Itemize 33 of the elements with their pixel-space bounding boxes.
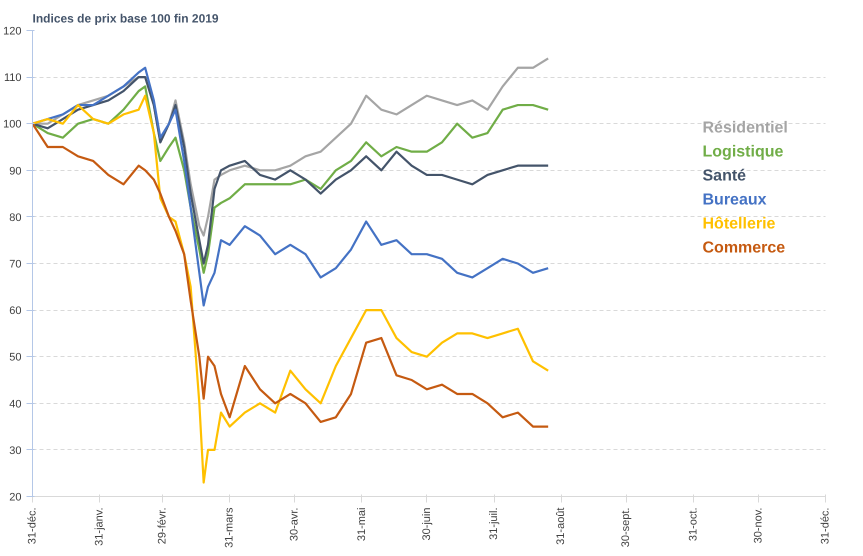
x-tick-label: 31-août (555, 507, 568, 545)
y-tick-label: 110 (4, 72, 22, 84)
y-tick-label: 60 (9, 305, 22, 318)
x-tick-label: 30-avr. (288, 507, 301, 542)
text: Hôtellerie (702, 216, 776, 232)
y-tick-label: 70 (9, 258, 22, 270)
x-tick-label: 31-juil. (488, 508, 500, 540)
y-tick-label: 20 (9, 492, 22, 504)
x-tick-label: 31-mars (224, 507, 236, 548)
y-tick-label: 30 (9, 444, 22, 457)
text: Bureaux (702, 192, 767, 208)
y-tick-label: 80 (9, 212, 22, 224)
chart-title: Indices de prix base 100 fin 2019 (32, 12, 219, 26)
text: Commerce (702, 240, 786, 256)
x-tick-label: 30-sept. (620, 507, 632, 548)
text: Logistique (702, 144, 784, 160)
x-tick-label: 31-oct. (687, 507, 700, 542)
x-tick-label: 30-juin (420, 507, 433, 541)
text: Santé (702, 168, 746, 184)
x-tick-label: 31-mai (356, 508, 368, 542)
y-tick-label: 100 (3, 118, 22, 131)
x-tick-label: 31-déc. (26, 507, 38, 544)
x-tick-label: 31-janv. (94, 507, 106, 546)
line-series (32, 94, 550, 484)
x-tick-label: 30-nov. (752, 508, 764, 544)
y-tick-label: 50 (9, 352, 22, 364)
x-tick-label: 29-févr. (156, 507, 168, 544)
y-tick-label: 120 (3, 26, 22, 38)
x-tick-label: 31-déc. (820, 507, 832, 544)
y-tick-label: 40 (9, 398, 22, 410)
y-tick-label: 90 (9, 165, 22, 178)
text: Résidentiel (702, 120, 788, 136)
line-series (32, 122, 550, 428)
